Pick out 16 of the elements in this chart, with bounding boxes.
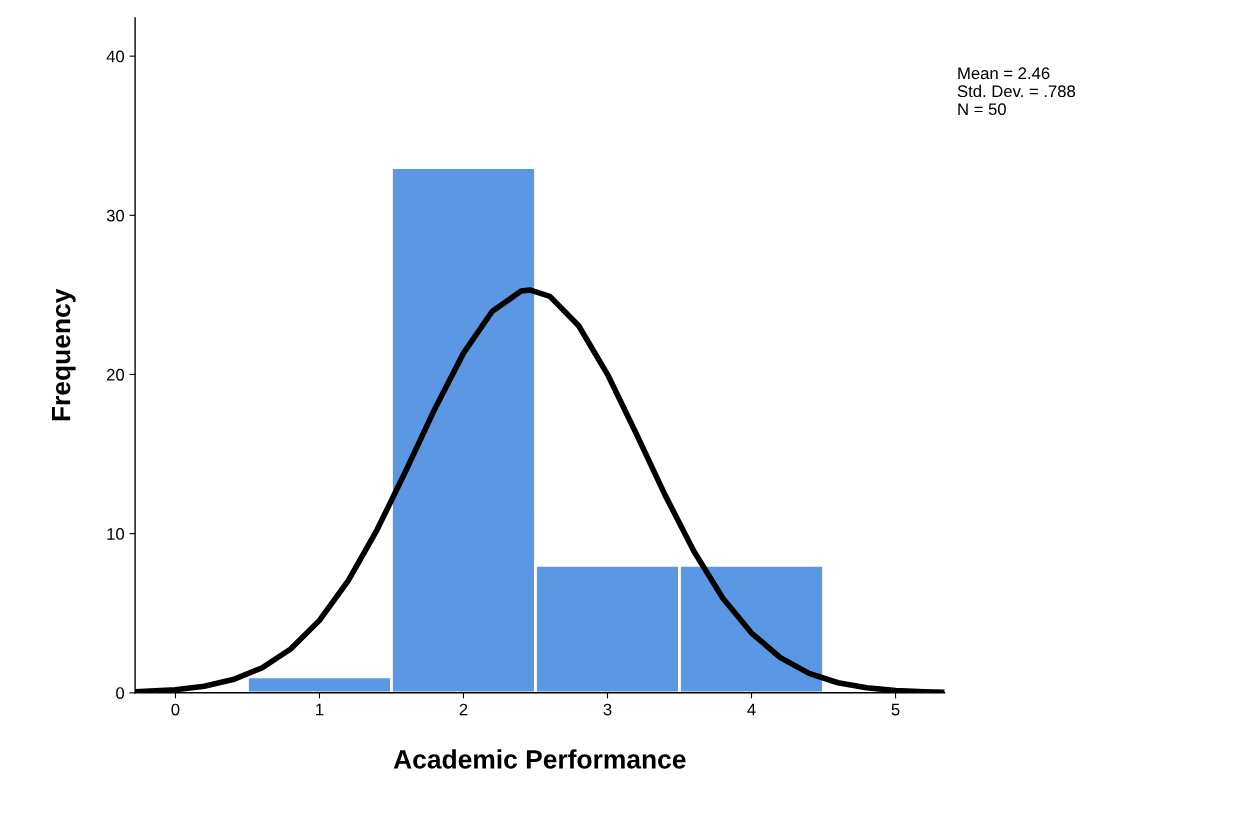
- text: N = 50: [958, 103, 1006, 116]
- x-tick-label: 0: [171, 703, 180, 716]
- y-axis-title: Frequency: [51, 288, 76, 421]
- y-tick-label: 0: [116, 687, 125, 699]
- x-tick-label: 5: [891, 703, 900, 716]
- y-tick-label: 20: [106, 368, 125, 381]
- y-tick-label: 30: [106, 209, 125, 222]
- x-axis-title: Academic Performance: [393, 749, 686, 769]
- text: Mean = 2.46: [958, 67, 1050, 80]
- text: Std. Dev. = .788: [957, 84, 1076, 98]
- x-tick-label: 4: [747, 703, 756, 716]
- x-tick-label: 1: [316, 703, 324, 716]
- x-tick-label: 2: [459, 703, 468, 716]
- y-tick-label: 10: [107, 528, 125, 540]
- y-tick-label: 40: [106, 50, 125, 63]
- x-tick-label: 3: [603, 703, 612, 716]
